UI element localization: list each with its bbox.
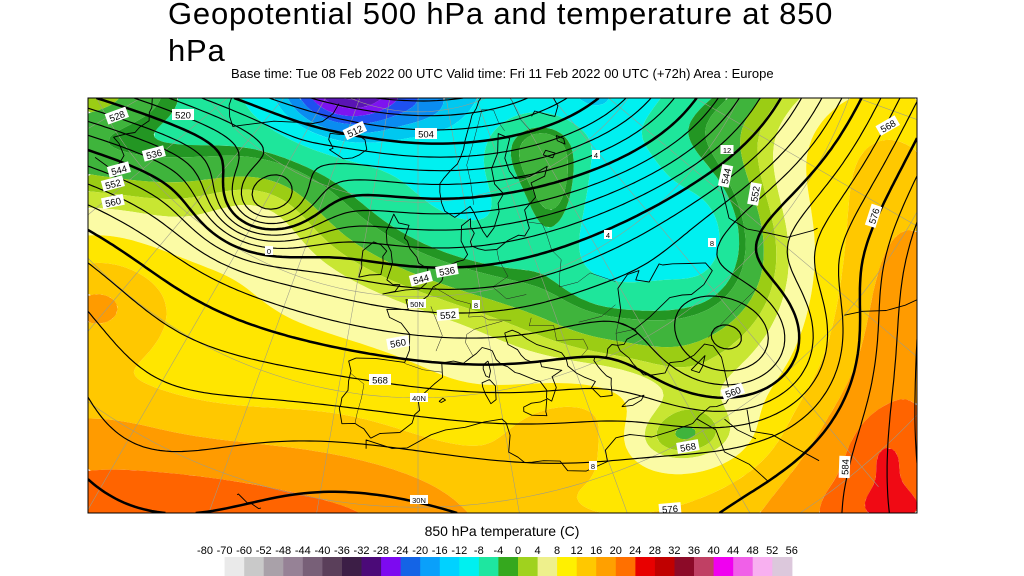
svg-text:544: 544 bbox=[412, 273, 430, 288]
svg-text:552: 552 bbox=[104, 178, 122, 193]
svg-text:520: 520 bbox=[175, 111, 191, 122]
svg-text:850 hPa temperature (C): 850 hPa temperature (C) bbox=[425, 523, 580, 539]
svg-text:-44: -44 bbox=[295, 545, 311, 557]
svg-text:552: 552 bbox=[440, 310, 457, 322]
svg-text:12: 12 bbox=[723, 146, 731, 155]
svg-text:568: 568 bbox=[372, 376, 388, 387]
svg-text:-36: -36 bbox=[334, 545, 350, 557]
svg-text:576: 576 bbox=[867, 207, 882, 225]
svg-text:56: 56 bbox=[786, 545, 798, 557]
svg-text:-12: -12 bbox=[451, 545, 467, 557]
svg-text:-4: -4 bbox=[494, 545, 504, 557]
svg-text:528: 528 bbox=[108, 109, 127, 125]
svg-text:536: 536 bbox=[438, 265, 456, 279]
svg-text:28: 28 bbox=[649, 545, 661, 557]
svg-text:568: 568 bbox=[679, 441, 697, 455]
svg-text:-60: -60 bbox=[236, 545, 252, 557]
svg-text:-52: -52 bbox=[256, 545, 272, 557]
svg-text:-40: -40 bbox=[314, 545, 330, 557]
svg-text:40: 40 bbox=[707, 545, 719, 557]
svg-text:52: 52 bbox=[766, 545, 778, 557]
svg-text:40N: 40N bbox=[412, 394, 426, 403]
svg-text:4: 4 bbox=[606, 231, 610, 240]
svg-text:4: 4 bbox=[594, 151, 598, 160]
svg-text:-8: -8 bbox=[474, 545, 484, 557]
svg-text:-20: -20 bbox=[412, 545, 428, 557]
svg-text:-70: -70 bbox=[217, 545, 233, 557]
svg-text:536: 536 bbox=[145, 148, 163, 163]
svg-text:30N: 30N bbox=[412, 496, 426, 505]
svg-text:16: 16 bbox=[590, 545, 602, 557]
svg-text:0: 0 bbox=[515, 545, 521, 557]
svg-text:32: 32 bbox=[668, 545, 680, 557]
svg-text:8: 8 bbox=[474, 301, 478, 310]
svg-text:-32: -32 bbox=[354, 545, 370, 557]
svg-text:560: 560 bbox=[724, 385, 743, 401]
svg-text:-16: -16 bbox=[432, 545, 448, 557]
svg-text:24: 24 bbox=[629, 545, 641, 557]
svg-text:544: 544 bbox=[720, 167, 734, 185]
svg-text:-24: -24 bbox=[393, 545, 409, 557]
svg-text:-80: -80 bbox=[197, 545, 213, 557]
svg-text:44: 44 bbox=[727, 545, 739, 557]
svg-text:4: 4 bbox=[534, 545, 540, 557]
svg-text:-48: -48 bbox=[275, 545, 291, 557]
svg-text:504: 504 bbox=[418, 130, 434, 141]
svg-text:8: 8 bbox=[554, 545, 560, 557]
svg-text:552: 552 bbox=[749, 185, 763, 203]
svg-text:8: 8 bbox=[710, 239, 714, 248]
svg-text:544: 544 bbox=[110, 164, 128, 179]
svg-text:20: 20 bbox=[610, 545, 622, 557]
svg-text:560: 560 bbox=[104, 196, 122, 210]
svg-text:8: 8 bbox=[591, 462, 595, 471]
svg-text:0: 0 bbox=[267, 247, 271, 256]
svg-text:36: 36 bbox=[688, 545, 700, 557]
svg-text:576: 576 bbox=[662, 504, 679, 516]
svg-text:50N: 50N bbox=[410, 300, 424, 309]
svg-text:48: 48 bbox=[747, 545, 759, 557]
svg-text:560: 560 bbox=[389, 337, 407, 351]
svg-text:584: 584 bbox=[840, 459, 852, 475]
svg-text:-28: -28 bbox=[373, 545, 389, 557]
svg-text:12: 12 bbox=[570, 545, 582, 557]
